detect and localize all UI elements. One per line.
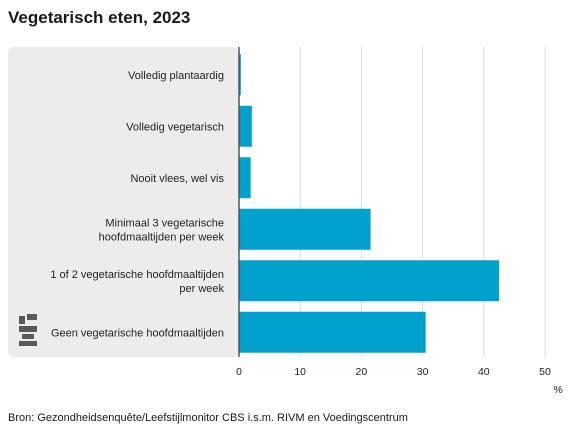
category-labels: Volledig plantaardig Volledig vegetarisch… — [50, 70, 224, 340]
cbs-logo-icon — [19, 314, 37, 346]
tick-label: 20 — [356, 366, 368, 378]
logo-part — [22, 334, 34, 339]
bar — [239, 157, 251, 199]
gridlines — [299, 47, 546, 357]
bars — [239, 54, 500, 353]
logo-part — [19, 316, 25, 324]
tick-label: 50 — [539, 366, 551, 378]
category-label: Volledig plantaardig — [128, 70, 224, 82]
category-label: Geen vegetarische hoofdmaaltijden — [51, 327, 224, 339]
tick-label: 0 — [236, 366, 242, 378]
x-axis-unit-label: % — [553, 384, 562, 396]
logo-part — [19, 341, 37, 346]
tick-label: 30 — [417, 366, 429, 378]
tick-label: 40 — [478, 366, 490, 378]
bar — [239, 260, 500, 302]
bar — [239, 54, 241, 96]
tick-label: 10 — [294, 366, 306, 378]
label-panel — [8, 47, 239, 357]
bar — [239, 311, 426, 353]
logo-part — [27, 314, 37, 320]
source-note: Bron: Gezondheidsenquête/Leefstijlmonito… — [8, 412, 408, 424]
bar — [239, 208, 371, 250]
category-label: Nooit vlees, wel vis — [130, 173, 224, 185]
logo-part — [19, 326, 37, 332]
category-label: 1 of 2 vegetarische hoofdmaaltijden per w… — [50, 269, 224, 295]
bar — [239, 105, 252, 147]
x-axis-ticks: 0 10 20 30 40 50 — [236, 366, 551, 378]
chart-title: Vegetarisch eten, 2023 — [8, 8, 191, 27]
category-label: Volledig vegetarisch — [126, 121, 224, 133]
category-label: Minimaal 3 vegetarische hoofdmaaltijden p… — [99, 217, 225, 243]
